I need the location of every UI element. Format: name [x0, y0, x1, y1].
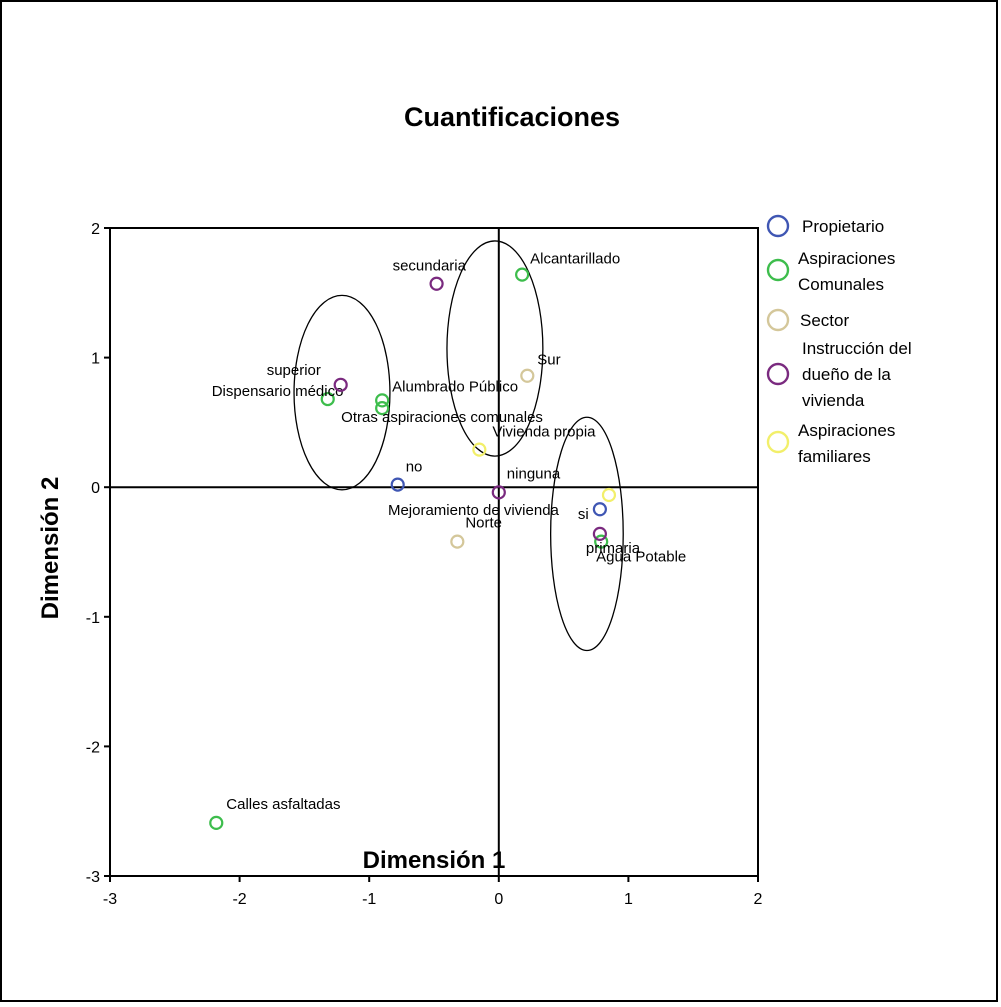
legend-label: Aspiraciones familiares [798, 421, 895, 466]
point-label: superior [267, 362, 321, 379]
y-axis-label: Dimensión 2 [37, 477, 64, 620]
data-point [375, 401, 390, 416]
cluster-ellipse [446, 240, 544, 457]
x-tick-label: 1 [624, 891, 633, 908]
point-label: si [578, 506, 589, 523]
data-point [515, 267, 530, 282]
y-tick-label: -2 [86, 739, 100, 756]
x-axis-label: Dimensión 1 [363, 847, 506, 874]
point-label: Alumbrado Público [392, 378, 518, 395]
data-point [592, 502, 607, 517]
point-label: Alcantarillado [530, 251, 620, 268]
legend-label: Instrucción del dueño de la vivienda [802, 339, 912, 410]
point-label: secundaria [393, 258, 467, 275]
x-tick-label: 0 [494, 891, 503, 908]
plot-area [109, 227, 759, 877]
data-point [520, 368, 535, 383]
data-point [491, 485, 506, 500]
point-label: primaria [586, 540, 641, 557]
point-label: Vivienda propia [492, 424, 596, 441]
point-label: Agua Potable [596, 549, 686, 566]
legend-label: Sector [800, 311, 849, 330]
legend-swatch [766, 362, 790, 386]
point-label: no [406, 459, 423, 476]
data-point [594, 534, 609, 549]
legend-label: Aspiraciones Comunales [798, 249, 895, 294]
legend-swatch [766, 430, 790, 454]
legend: Propietario Aspiraciones Comunales Sector In… [766, 214, 912, 466]
y-tick-label: 2 [91, 221, 100, 238]
chart-title: Cuantificaciones [404, 102, 620, 132]
data-point [333, 377, 348, 392]
point-label: Mejoramiento de vivienda [388, 502, 560, 519]
y-tick-label: -3 [86, 869, 100, 886]
point-label: Calles asfaltadas [226, 796, 340, 813]
legend-swatch [766, 214, 790, 238]
point-label: Sur [537, 352, 560, 369]
cluster-ellipse [293, 294, 391, 491]
cluster-ellipse [549, 416, 624, 652]
point-label: ninguna [507, 465, 561, 482]
x-tick-label: -1 [362, 891, 376, 908]
data-point [390, 477, 405, 492]
x-tick-label: 2 [754, 891, 763, 908]
data-point [592, 526, 607, 541]
point-label: Dispensario médico [212, 383, 344, 400]
x-tick-label: -3 [103, 891, 117, 908]
x-tick-label: -2 [232, 891, 246, 908]
y-tick-label: 1 [91, 351, 100, 368]
data-point [472, 442, 487, 457]
data-point [375, 393, 390, 408]
legend-swatch [766, 258, 790, 282]
data-point [429, 276, 444, 291]
data-point [209, 815, 224, 830]
legend-label: Propietario [802, 217, 884, 236]
data-point [450, 534, 465, 549]
data-point [320, 391, 335, 407]
y-tick-label: 0 [91, 480, 100, 497]
data-point [601, 487, 617, 503]
y-tick-label: -1 [86, 610, 100, 627]
point-label: Norte [465, 515, 502, 532]
point-label: Otras aspiraciones comunales [341, 409, 543, 426]
legend-swatch [766, 308, 790, 332]
